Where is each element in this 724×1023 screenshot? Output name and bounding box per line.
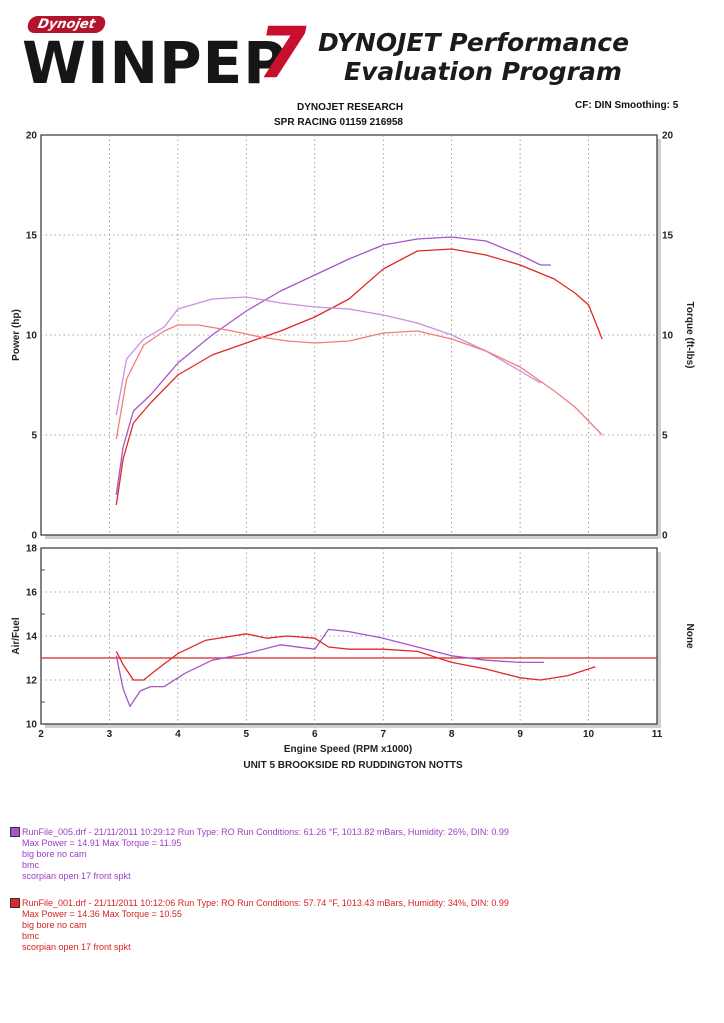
logo-number: 7 bbox=[258, 12, 307, 94]
y-right-tick-label: 0 bbox=[662, 531, 668, 542]
y-tick-label: 5 bbox=[31, 431, 37, 442]
y-tick-label: 16 bbox=[26, 588, 38, 599]
x-tick-label: 7 bbox=[380, 729, 386, 740]
run-summary: RunFile_001.drf - 21/11/2011 10:12:06 Ru… bbox=[22, 898, 509, 908]
program-title-line2: Evaluation Program bbox=[344, 57, 622, 86]
run-max: Max Power = 14.36 Max Torque = 10.55 bbox=[22, 909, 182, 919]
x-tick-label: 11 bbox=[652, 729, 663, 740]
air-fuel-panel: 10 12 14 16 18 2 3 4 5 6 7 8 9 10 11 Air/Fuel None bbox=[11, 544, 695, 741]
run-max: Max Power = 14.91 Max Torque = 11.95 bbox=[22, 838, 182, 848]
run-legend: RunFile_005.drf - 21/11/2011 10:29:12 Ru… bbox=[10, 827, 710, 969]
run-summary: RunFile_005.drf - 21/11/2011 10:29:12 Ru… bbox=[22, 827, 509, 837]
y-axis-title: Power (hp) bbox=[11, 309, 22, 361]
plot-frame bbox=[40, 547, 658, 725]
series-line bbox=[115, 628, 545, 708]
program-title-line1: DYNOJET Performance bbox=[318, 28, 630, 57]
location-text: UNIT 5 BROOKSIDE RD RUDDINGTON NOTTS bbox=[243, 760, 463, 771]
series-line bbox=[115, 236, 551, 496]
y-tick-label: 10 bbox=[26, 331, 38, 342]
run-swatch bbox=[10, 827, 20, 837]
x-tick-label: 9 bbox=[517, 729, 523, 740]
chart-settings: CF: DIN Smoothing: 5 bbox=[575, 100, 679, 111]
run-note: bmc bbox=[22, 931, 40, 941]
x-tick-label: 8 bbox=[449, 729, 455, 740]
series-line bbox=[115, 248, 603, 506]
y-axis-title-right: None bbox=[684, 624, 695, 649]
program-title: DYNOJET Performance Evaluation Program bbox=[318, 28, 718, 86]
x-tick-label: 10 bbox=[583, 729, 595, 740]
run-note: bmc bbox=[22, 860, 40, 870]
run-note: big bore no cam bbox=[22, 920, 87, 930]
y-tick-label: 0 bbox=[31, 531, 37, 542]
logo-wordmark: WINPEP bbox=[22, 29, 287, 97]
y-tick-label: 18 bbox=[26, 544, 38, 555]
run-entry: RunFile_001.drf - 21/11/2011 10:12:06 Ru… bbox=[10, 898, 710, 953]
x-axis-title: Engine Speed (RPM x1000) bbox=[284, 744, 412, 755]
series-line bbox=[115, 324, 603, 440]
x-tick-label: 3 bbox=[107, 729, 113, 740]
y-right-tick-label: 20 bbox=[662, 131, 674, 142]
power-torque-panel: 0 0 5 5 10 10 15 15 20 20 Power (hp) Torque (ft-lbs… bbox=[11, 131, 695, 542]
y-tick-label: 20 bbox=[26, 131, 38, 142]
run-note: scorpian open 17 front spkt bbox=[22, 942, 131, 952]
y-axis-title: Air/Fuel bbox=[11, 617, 22, 654]
winpep-logo: Dynojet WINPEP 7 bbox=[14, 10, 314, 94]
series-line bbox=[115, 296, 541, 416]
series-line bbox=[115, 633, 596, 681]
x-tick-label: 5 bbox=[244, 729, 250, 740]
y-tick-label: 15 bbox=[26, 231, 38, 242]
y-right-tick-label: 10 bbox=[662, 331, 674, 342]
y-right-tick-label: 15 bbox=[662, 231, 674, 242]
shop-name: SPR RACING 01159 216958 bbox=[274, 117, 403, 128]
company-name: DYNOJET RESEARCH bbox=[297, 102, 404, 113]
y-axis-title-right: Torque (ft-lbs) bbox=[684, 301, 695, 368]
run-note: big bore no cam bbox=[22, 849, 87, 859]
x-tick-label: 6 bbox=[312, 729, 318, 740]
run-entry: RunFile_005.drf - 21/11/2011 10:29:12 Ru… bbox=[10, 827, 710, 882]
plot-frame bbox=[40, 134, 658, 536]
y-tick-label: 10 bbox=[26, 720, 38, 731]
run-note: scorpian open 17 front spkt bbox=[22, 871, 131, 881]
y-tick-label: 14 bbox=[26, 632, 38, 643]
dyno-chart: 0 0 5 5 10 10 15 15 20 20 Power (hp) Torque (ft-lbs… bbox=[11, 131, 695, 772]
run-swatch bbox=[10, 898, 20, 908]
y-tick-label: 12 bbox=[26, 676, 38, 687]
y-right-tick-label: 5 bbox=[662, 431, 668, 442]
x-tick-label: 4 bbox=[175, 729, 181, 740]
x-tick-label: 2 bbox=[38, 729, 44, 740]
